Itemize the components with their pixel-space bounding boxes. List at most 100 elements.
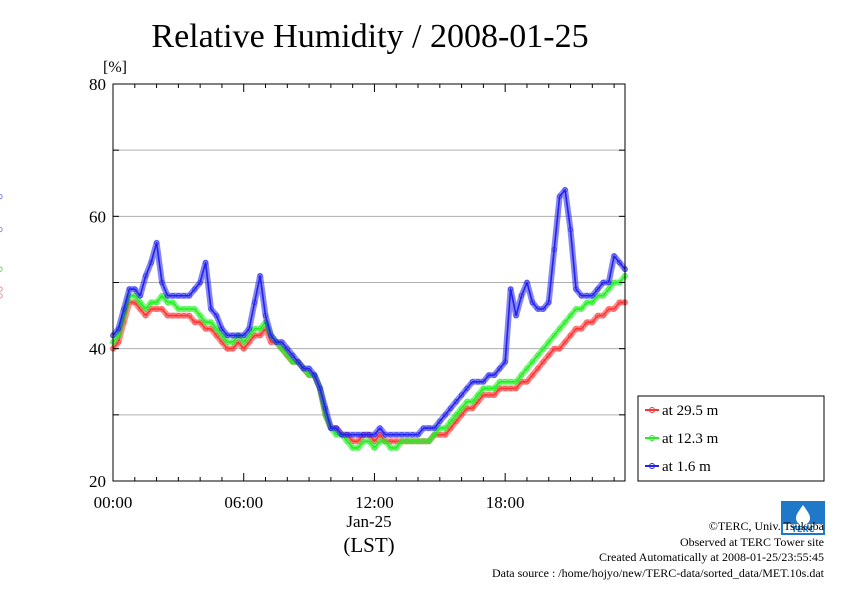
data-point	[257, 273, 263, 279]
data-point	[186, 306, 192, 312]
data-point	[371, 445, 378, 451]
legend-marker	[649, 407, 655, 413]
y-tick-label: 40	[89, 340, 106, 359]
data-point	[573, 286, 579, 292]
data-point	[431, 425, 437, 431]
data-point	[518, 372, 525, 378]
data-point	[529, 359, 536, 365]
series-band	[110, 186, 628, 438]
data-point	[153, 299, 160, 305]
data-point	[262, 312, 269, 319]
x-tick-label: 00:00	[94, 493, 133, 512]
legend-label: at 29.5 m	[662, 403, 719, 419]
data-point	[540, 346, 546, 352]
credit-block: ©TERC, Univ. Tsukuba Observed at TERC To…	[492, 519, 824, 581]
data-point	[475, 392, 481, 398]
data-point	[241, 339, 247, 345]
data-point	[224, 339, 230, 345]
data-point	[279, 339, 285, 345]
data-point	[502, 359, 508, 365]
data-point	[164, 312, 171, 319]
copyright-line: ©TERC, Univ. Tsukuba	[708, 519, 824, 533]
x-axis-date-label: Jan-25	[346, 512, 391, 531]
data-point	[175, 293, 181, 299]
data-point	[202, 260, 209, 266]
data-point	[513, 379, 519, 385]
data-point	[350, 432, 356, 438]
data-point	[208, 306, 214, 312]
data-point	[224, 346, 230, 352]
data-point	[557, 346, 563, 352]
data-point	[491, 392, 497, 398]
data-point	[486, 372, 492, 378]
data-point	[524, 279, 530, 286]
data-point	[311, 372, 318, 378]
data-point	[567, 226, 574, 233]
series-band	[110, 299, 628, 445]
data-point	[600, 279, 606, 286]
terc-logo: TERC	[781, 501, 825, 535]
svg-text:TERC: TERC	[792, 525, 815, 534]
data-point	[241, 332, 247, 339]
data-point	[475, 379, 481, 385]
data-point	[295, 359, 301, 365]
data-point	[480, 385, 486, 391]
data-point	[0, 226, 3, 233]
data-point	[584, 319, 590, 325]
legend-label: at 1.6 m	[662, 459, 711, 475]
data-point	[0, 193, 3, 200]
data-point	[502, 379, 508, 385]
data-point	[469, 398, 476, 405]
data-point	[0, 293, 3, 299]
data-point	[453, 412, 459, 418]
data-point	[464, 385, 470, 391]
data-point	[578, 293, 585, 299]
data-point	[241, 346, 247, 352]
data-point	[143, 312, 149, 319]
data-point	[589, 293, 595, 299]
data-point	[290, 352, 296, 358]
data-point	[153, 240, 160, 246]
data-point	[317, 385, 323, 391]
data-point	[497, 365, 503, 372]
data-point	[382, 438, 388, 444]
data-point	[181, 293, 187, 299]
data-point	[420, 425, 427, 431]
data-point	[213, 312, 220, 319]
data-point	[164, 293, 171, 299]
data-point	[186, 312, 192, 319]
data-point	[415, 438, 421, 444]
data-point	[0, 286, 3, 292]
data-point	[115, 326, 122, 332]
data-point	[388, 445, 394, 451]
data-point	[437, 418, 443, 425]
y-tick-label: 20	[89, 472, 106, 491]
data-point	[230, 346, 236, 352]
data-point	[420, 438, 427, 444]
data-point	[486, 392, 492, 398]
data-point	[192, 319, 198, 325]
data-point	[616, 299, 623, 305]
data-point	[175, 312, 181, 319]
data-point	[497, 379, 503, 385]
legend-box	[637, 395, 825, 482]
data-point	[159, 306, 165, 312]
data-point	[388, 432, 394, 438]
data-point	[600, 293, 606, 299]
created-timestamp-line: Created Automatically at 2008-01-25/23:5…	[599, 550, 824, 564]
data-point	[148, 260, 154, 266]
data-point	[404, 438, 410, 444]
x-tick-label: 12:00	[355, 493, 394, 512]
data-point	[469, 405, 476, 411]
data-point	[344, 438, 350, 444]
data-point	[382, 432, 388, 438]
data-point	[508, 379, 514, 385]
data-point	[491, 385, 497, 391]
data-point	[371, 432, 378, 438]
legend-label: at 12.3 m	[662, 431, 719, 447]
data-point	[508, 286, 514, 292]
data-point	[202, 319, 209, 325]
data-point	[121, 306, 127, 312]
data-point	[192, 306, 198, 312]
data-point	[360, 438, 367, 444]
